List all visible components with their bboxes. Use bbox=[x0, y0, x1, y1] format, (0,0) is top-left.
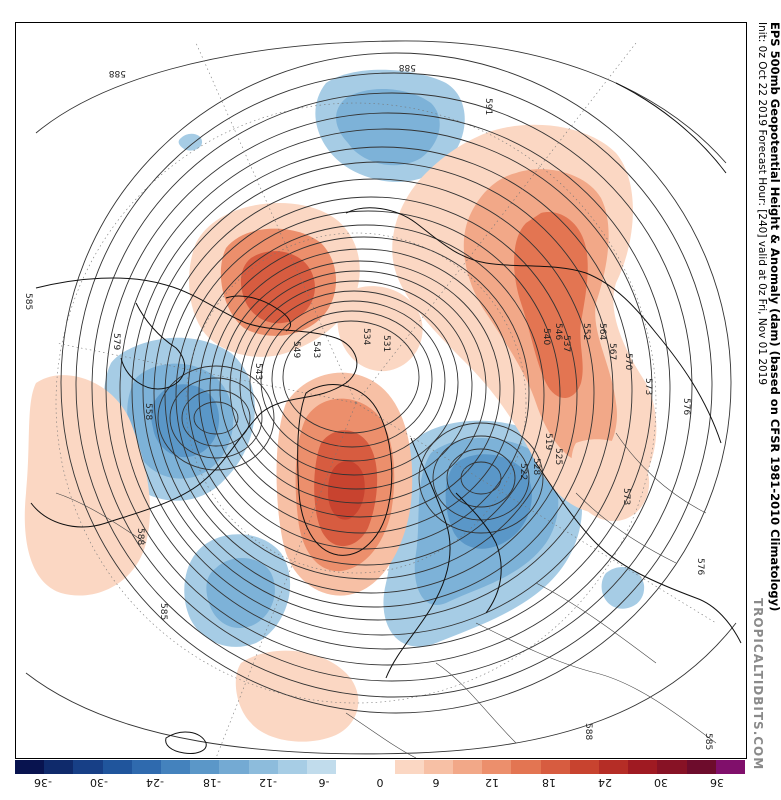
contour-label: 543 bbox=[311, 341, 321, 358]
map-canvas: 588 588 591 570 573 576 585 588 585 537 … bbox=[23, 40, 742, 758]
colorbar-cell bbox=[102, 760, 132, 774]
colorbar-tick-label: -36 bbox=[34, 776, 52, 789]
map-subtitle: Init: 0z Oct 22 2019 Forecast Hour: [240… bbox=[756, 22, 768, 386]
colorbar-cell bbox=[482, 760, 512, 774]
colorbar-tick-label: 24 bbox=[597, 776, 612, 789]
colorbar-cell bbox=[15, 760, 45, 774]
credit-text: TROPICALTIDBITS.COM bbox=[751, 598, 765, 771]
contour-label: 588 bbox=[109, 68, 126, 78]
colorbar-cell bbox=[569, 760, 600, 774]
colorbar-tick-label: 36 bbox=[710, 776, 724, 789]
contour-label: 525 bbox=[553, 448, 563, 465]
contour-label: 546 bbox=[553, 323, 563, 340]
contour-label: 540 bbox=[541, 328, 551, 345]
map-panel: 588 588 591 570 573 576 585 588 585 537 … bbox=[15, 22, 747, 759]
coastlines bbox=[30, 82, 742, 754]
anomaly-colorbar bbox=[15, 760, 746, 774]
contour-label: 579 bbox=[111, 333, 121, 350]
contour-label: 537 bbox=[561, 335, 571, 352]
colorbar-tick-label: 0 bbox=[376, 776, 384, 789]
contour-label: 588 bbox=[135, 528, 145, 545]
contour-label: 576 bbox=[695, 558, 705, 575]
contour-label: 531 bbox=[381, 335, 391, 352]
colorbar-tick-label: -30 bbox=[90, 776, 109, 789]
colorbar-tick-label: 12 bbox=[485, 776, 500, 789]
colorbar-tick-label: -18 bbox=[202, 776, 221, 789]
contour-label: 570 bbox=[623, 353, 633, 370]
colorbar-tick-label: 6 bbox=[432, 776, 440, 789]
colorbar-cell bbox=[686, 760, 716, 774]
contour-label: 522 bbox=[518, 463, 528, 480]
contour-label: 585 bbox=[158, 603, 168, 620]
colorbar-cell bbox=[715, 760, 746, 774]
map-title: EPS 500mb Geopotential Height & Anomaly … bbox=[768, 22, 781, 612]
colorbar-cell bbox=[394, 760, 424, 774]
colorbar-cell bbox=[248, 760, 278, 774]
colorbar-cell bbox=[365, 760, 395, 774]
colorbar-ticks: -36 -30 -24 -18 -12 -6 0 6 12 18 24 30 36 bbox=[15, 776, 745, 796]
colorbar-cell bbox=[307, 760, 337, 774]
colorbar-cell bbox=[131, 760, 162, 774]
colorbar-cell bbox=[540, 760, 570, 774]
colorbar-cell bbox=[657, 760, 687, 774]
colorbar-cell bbox=[219, 760, 249, 774]
height-contours bbox=[25, 40, 737, 755]
contour-label: 585 bbox=[703, 733, 713, 750]
contour-label: 573 bbox=[643, 378, 653, 395]
anomaly-shading bbox=[24, 69, 657, 742]
colorbar-cell bbox=[453, 760, 483, 774]
contour-label: 567 bbox=[607, 343, 617, 360]
contour-label: 549 bbox=[291, 341, 301, 358]
colorbar-cell bbox=[44, 760, 74, 774]
political-borders bbox=[55, 432, 717, 758]
contour-label: 588 bbox=[399, 62, 416, 72]
colorbar-tick-label: 18 bbox=[541, 776, 556, 789]
colorbar-tick-label: -12 bbox=[258, 776, 277, 789]
colorbar-cell bbox=[277, 760, 308, 774]
colorbar-cell bbox=[511, 760, 541, 774]
contour-label: 576 bbox=[681, 398, 691, 415]
contour-label: 558 bbox=[143, 403, 153, 420]
colorbar-tick-label: 30 bbox=[653, 776, 668, 789]
colorbar-cell bbox=[73, 760, 103, 774]
colorbar-tick-label: -6 bbox=[318, 776, 330, 789]
contour-label: 585 bbox=[23, 293, 33, 310]
contour-label: 543 bbox=[253, 363, 263, 380]
contour-labels: 588 588 591 570 573 576 585 588 585 537 … bbox=[23, 62, 713, 750]
contour-label: 591 bbox=[483, 98, 493, 115]
contour-label: 573 bbox=[621, 488, 631, 505]
contour-label: 588 bbox=[583, 723, 593, 740]
colorbar-cell bbox=[336, 760, 366, 774]
contour-label: 564 bbox=[597, 323, 607, 340]
map-title-block: EPS 500mb Geopotential Height & Anomaly … bbox=[752, 22, 781, 612]
colorbar-cell bbox=[599, 760, 629, 774]
colorbar-tick-label: -24 bbox=[146, 776, 165, 789]
contour-label: 528 bbox=[531, 458, 541, 475]
contour-label: 534 bbox=[361, 328, 371, 345]
colorbar-cell bbox=[628, 760, 658, 774]
colorbar-cell bbox=[423, 760, 454, 774]
colorbar-cell bbox=[190, 760, 220, 774]
contour-label: 519 bbox=[543, 433, 553, 450]
colorbar-cell bbox=[161, 760, 191, 774]
contour-label: 552 bbox=[581, 323, 591, 340]
